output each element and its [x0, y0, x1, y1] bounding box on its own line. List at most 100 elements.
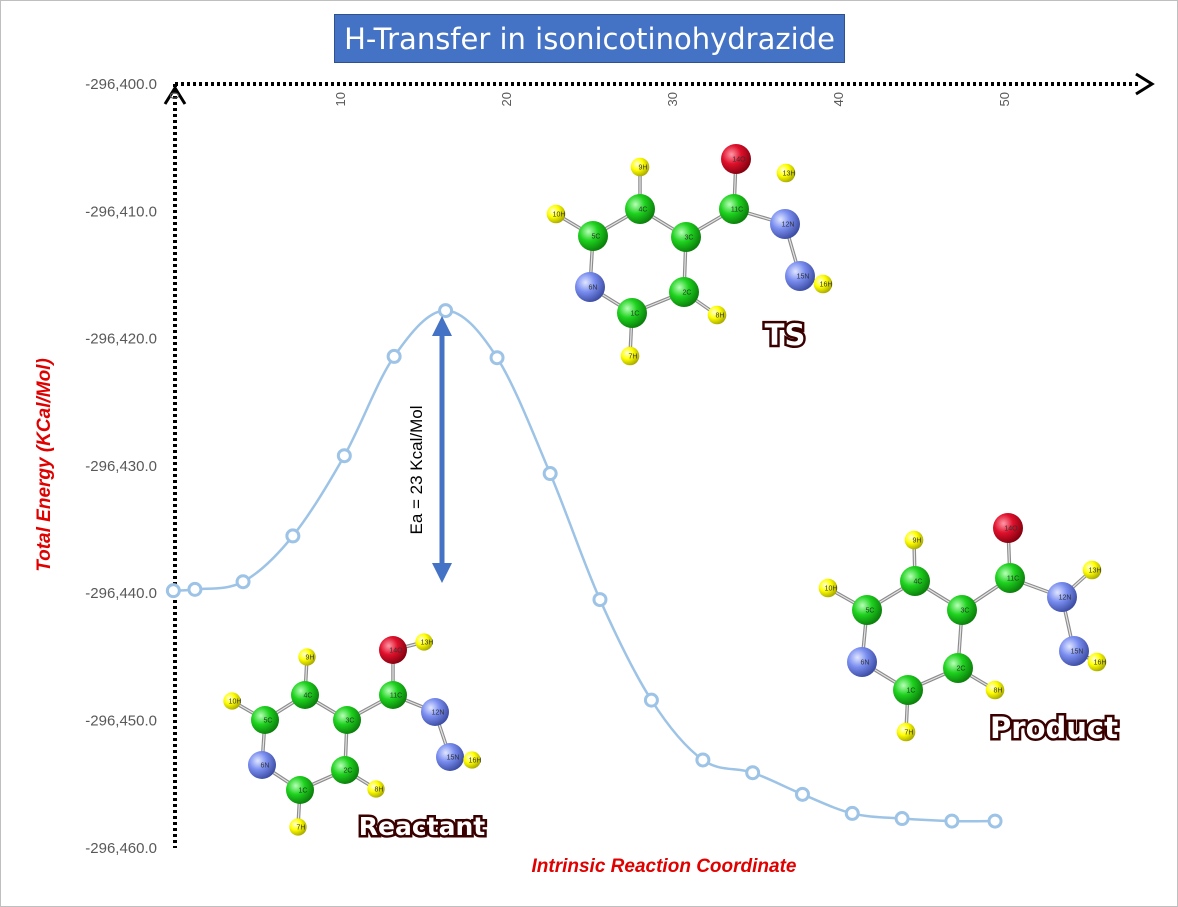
atom-c — [251, 706, 279, 734]
atom-label: 1C — [907, 688, 916, 695]
atom-c — [625, 194, 655, 224]
atom-c — [578, 221, 608, 251]
atom-label: 6N — [861, 660, 870, 667]
atom-label: 2C — [344, 768, 353, 775]
atom-label: 9H — [306, 655, 315, 662]
x-tick-label: 30 — [665, 92, 680, 106]
atom-c — [286, 776, 314, 804]
atom-label: 12N — [782, 222, 795, 229]
x-axis-arrowhead — [1135, 72, 1155, 96]
y-tick-label: -296,420.0 — [85, 331, 157, 348]
atom-n — [421, 698, 449, 726]
atom-label: 5C — [264, 718, 273, 725]
atom-h — [367, 780, 385, 798]
atom-c — [671, 222, 701, 252]
activation-energy-label: Ea = 23 Kcal/Mol — [407, 406, 426, 535]
atom-label: 8H — [716, 313, 725, 320]
data-point — [944, 813, 960, 829]
atom-label: 9H — [639, 165, 648, 172]
chart-title: H-Transfer in isonicotinohydrazide — [334, 14, 845, 63]
product-molecule: 1C 2C 3C 4C 5C 6N 7H 8H 9H 10H 11C 12N 13H 14O 15N 16H — [818, 513, 1107, 742]
reactant-label: Reactant — [359, 812, 486, 841]
atom-h — [896, 722, 916, 742]
data-point — [894, 811, 910, 827]
atom-label: 9H — [913, 538, 922, 545]
atom-label: 16H — [820, 282, 833, 289]
atom-h — [1087, 652, 1107, 672]
data-point — [542, 466, 558, 482]
atom-n — [770, 209, 800, 239]
atom-label: 12N — [432, 710, 445, 717]
atom-c — [947, 595, 977, 625]
atom-label: 7H — [629, 354, 638, 361]
ts-label: TS — [765, 318, 806, 352]
atom-c — [943, 653, 973, 683]
atom-h — [298, 648, 316, 666]
ts-molecule: 1C 2C 3C 4C 5C 6N 7H 8H 9H 10H 11C 12N 13H 14O 15N 16H — [546, 144, 833, 366]
atom-label: 12N — [1059, 595, 1072, 602]
atom-label: 6N — [261, 763, 270, 770]
atom-o — [379, 636, 407, 664]
atom-label: 15N — [797, 274, 810, 281]
x-tick-labels: 0 10 20 30 40 50 — [167, 92, 1012, 106]
atom-label: 11C — [1007, 576, 1019, 583]
atom-h — [620, 346, 640, 366]
y-tick-labels: -296,400.0 -296,410.0 -296,420.0 -296,430.0… — [85, 76, 157, 857]
atom-label: 4C — [639, 207, 648, 214]
y-axis-label: Total Energy (KCal/Mol) — [34, 358, 55, 572]
axes — [163, 72, 1155, 848]
atom-c — [893, 675, 923, 705]
atom-c — [995, 563, 1025, 593]
atom-label: 13H — [783, 171, 796, 178]
data-point — [187, 581, 203, 597]
atom-label: 6N — [589, 285, 598, 292]
atom-label: 10H — [229, 699, 242, 706]
atom-h — [415, 633, 433, 651]
data-point — [285, 528, 301, 544]
atom-c — [291, 681, 319, 709]
x-tick-label: 50 — [997, 92, 1012, 106]
y-axis-arrowhead — [163, 85, 187, 105]
atom-o — [721, 144, 751, 174]
atom-h — [707, 305, 727, 325]
atom-h — [776, 163, 796, 183]
data-point — [592, 592, 608, 608]
y-tick-label: -296,450.0 — [85, 713, 157, 730]
atom-label: 5C — [592, 234, 601, 241]
atom-h — [289, 818, 307, 836]
atom-label: 7H — [297, 825, 306, 832]
atom-label: 8H — [994, 688, 1003, 695]
atom-label: 4C — [304, 693, 313, 700]
atom-label: 2C — [683, 290, 692, 297]
atom-c — [379, 681, 407, 709]
atom-label: 2C — [957, 666, 966, 673]
atom-label: 16H — [1094, 660, 1107, 667]
y-tick-label: -296,440.0 — [85, 585, 157, 602]
reactant-molecule: 1C 2C 3C 4C 5C 6N 7H 8H 9H 10H 11C 12N 13H 14O 15N 16H — [223, 633, 481, 836]
atom-c — [617, 298, 647, 328]
data-point — [235, 574, 251, 590]
x-tick-label: 40 — [831, 92, 846, 106]
atom-n — [847, 647, 877, 677]
atom-label: 10H — [825, 586, 838, 593]
data-point — [844, 805, 860, 821]
atom-h — [463, 751, 481, 769]
atom-label: 3C — [346, 718, 355, 725]
atom-label: 11C — [731, 207, 743, 214]
x-tick-label: 0 — [167, 92, 182, 99]
atom-label: 5C — [866, 608, 875, 615]
data-point — [987, 813, 1003, 829]
data-point — [386, 348, 402, 364]
atom-label: 8H — [375, 787, 384, 794]
data-point — [165, 583, 181, 599]
data-point — [489, 350, 505, 366]
series-curve — [173, 309, 996, 823]
atom-n — [248, 751, 276, 779]
atom-label: 1C — [299, 788, 308, 795]
data-point — [745, 765, 761, 781]
atom-label: 1C — [631, 311, 640, 318]
atom-n — [575, 272, 605, 302]
atom-n — [1047, 582, 1077, 612]
atom-c — [331, 756, 359, 784]
